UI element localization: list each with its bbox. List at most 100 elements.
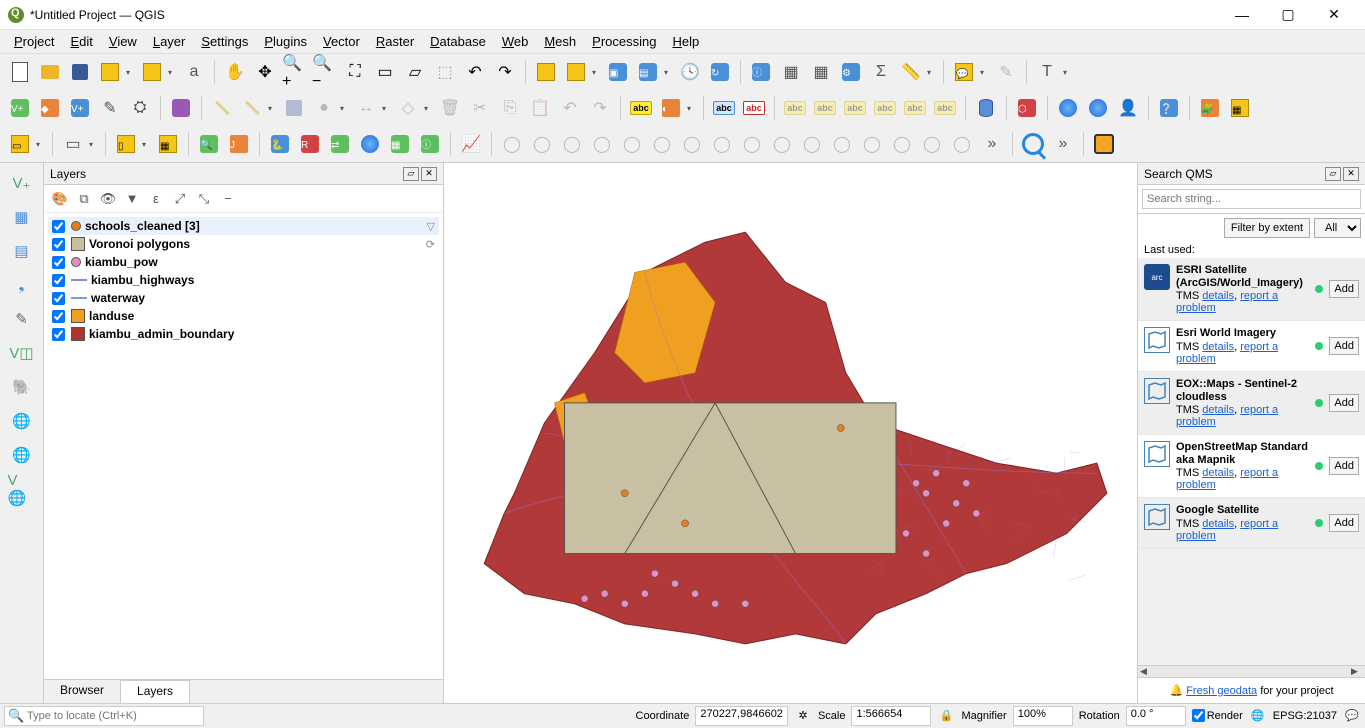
qms-filter-type-select[interactable]: All	[1314, 218, 1361, 238]
menu-web[interactable]: Web	[494, 32, 537, 51]
select-rect[interactable]: ▭	[6, 130, 34, 158]
style-manager[interactable]: a	[180, 58, 208, 86]
select-all[interactable]: ▦	[154, 130, 182, 158]
map-canvas[interactable]	[444, 163, 1137, 703]
big-search[interactable]	[1019, 130, 1047, 158]
layers-tb-expression[interactable]: ε	[146, 189, 166, 209]
add-wms[interactable]: 🌐	[8, 407, 36, 435]
layer-visibility-checkbox[interactable]	[52, 238, 65, 251]
zoom-last[interactable]: ↶	[461, 58, 489, 86]
menu-vector[interactable]: Vector	[315, 32, 368, 51]
temporal[interactable]: 🕓	[676, 58, 704, 86]
layer-visibility-checkbox[interactable]	[52, 220, 65, 233]
show-bookmarks[interactable]: ▤	[634, 58, 662, 86]
zoom-next[interactable]: ↷	[491, 58, 519, 86]
tab-layers[interactable]: Layers	[121, 680, 190, 703]
measure[interactable]: 📏	[897, 58, 925, 86]
qms-details-link[interactable]: details	[1202, 341, 1234, 353]
layer-visibility-checkbox[interactable]	[52, 310, 65, 323]
new-shapefile[interactable]: ◆	[36, 94, 64, 122]
zoom-out[interactable]: 🔍−	[311, 58, 339, 86]
layers-tb-remove[interactable]: −	[218, 189, 238, 209]
layer-row[interactable]: Voronoi polygons⟳	[48, 235, 439, 253]
layers-tb-styling[interactable]: 🎨	[50, 189, 70, 209]
pan-to-selection[interactable]: ✥	[251, 58, 279, 86]
minimize-button[interactable]: —	[1219, 0, 1265, 30]
render-checkbox[interactable]	[1192, 709, 1205, 722]
layer-visibility-checkbox[interactable]	[52, 274, 65, 287]
add-raster[interactable]: ▦	[8, 203, 36, 231]
qms-details-link[interactable]: details	[1202, 404, 1234, 416]
maximize-button[interactable]: ▢	[1265, 0, 1311, 30]
qms-scroll-right[interactable]: ▶	[1351, 666, 1363, 677]
toggle-extents-button[interactable]: ✲	[794, 707, 812, 725]
menu-layer[interactable]: Layer	[145, 32, 194, 51]
osm-tool[interactable]: 👤	[1114, 94, 1142, 122]
layers-panel-close-button[interactable]: ✕	[421, 167, 437, 181]
label-show-abc[interactable]: abc	[710, 94, 738, 122]
python-console[interactable]: 🐍	[266, 130, 294, 158]
qms-search-input[interactable]	[1142, 189, 1361, 209]
locator-input[interactable]	[4, 706, 204, 726]
new-print-layout[interactable]	[96, 58, 124, 86]
crs-tool[interactable]	[167, 94, 195, 122]
qms-result-item[interactable]: Esri World ImageryTMS details, report a …	[1138, 321, 1365, 371]
show-layouts[interactable]	[138, 58, 166, 86]
menu-plugins[interactable]: Plugins	[256, 32, 315, 51]
qms-filter-extent-button[interactable]: Filter by extent	[1224, 218, 1310, 238]
qms-add-button[interactable]: Add	[1329, 514, 1359, 532]
add-virtual[interactable]: V◫	[8, 339, 36, 367]
refresh[interactable]: ↻	[706, 58, 734, 86]
help[interactable]: ❔	[1155, 94, 1183, 122]
qms-add-button[interactable]: Add	[1329, 280, 1359, 298]
qms-scroll-left[interactable]: ◀	[1140, 666, 1152, 677]
db-manager[interactable]	[972, 94, 1000, 122]
metasearch[interactable]	[1054, 94, 1082, 122]
info-tool[interactable]: ⓘ	[416, 130, 444, 158]
rotation-value[interactable]: 0.0 °	[1126, 706, 1186, 726]
qms-add-button[interactable]: Add	[1329, 394, 1359, 412]
add-wfs[interactable]: V🌐	[8, 475, 36, 503]
menu-settings[interactable]: Settings	[193, 32, 256, 51]
layers-tb-filter[interactable]: ▼	[122, 189, 142, 209]
new-virtual[interactable]: V+	[66, 94, 94, 122]
layer-row[interactable]: landuse	[48, 307, 439, 325]
shape-digitize[interactable]: ⬡	[1013, 94, 1041, 122]
add-mesh[interactable]: ▤	[8, 237, 36, 265]
new-map-view[interactable]	[532, 58, 560, 86]
new-bookmark[interactable]: ▣	[604, 58, 632, 86]
pan[interactable]: ✋	[221, 58, 249, 86]
layer-visibility-checkbox[interactable]	[52, 292, 65, 305]
render-toggle[interactable]: Render	[1192, 709, 1243, 722]
crs-button[interactable]: 🌐	[1249, 707, 1267, 725]
qms-details-link[interactable]: details	[1202, 518, 1234, 530]
zoom-full[interactable]: ⛶	[341, 58, 369, 86]
identify[interactable]: ⓘ	[747, 58, 775, 86]
layer-row[interactable]: kiambu_admin_boundary	[48, 325, 439, 343]
add-postgis[interactable]: 🐘	[8, 373, 36, 401]
overflow-a[interactable]: »	[978, 130, 1006, 158]
qms-details-link[interactable]: details	[1202, 290, 1234, 302]
menu-mesh[interactable]: Mesh	[536, 32, 584, 51]
label-diagram[interactable]: ◐	[657, 94, 685, 122]
open-project[interactable]	[36, 58, 64, 86]
label-highlight-abc[interactable]: abc	[740, 94, 768, 122]
magnifier-value[interactable]: 100%	[1013, 706, 1073, 726]
zoom-layer[interactable]: ▱	[401, 58, 429, 86]
menu-edit[interactable]: Edit	[62, 32, 100, 51]
add-csv[interactable]: ❟	[8, 271, 36, 299]
json-tool[interactable]: J	[225, 130, 253, 158]
qms-panel-close-button[interactable]: ✕	[1343, 167, 1359, 181]
layers-tb-visibility[interactable]: 👁	[98, 189, 118, 209]
preferences[interactable]: ⚙	[837, 58, 865, 86]
osm-download[interactable]	[1090, 130, 1118, 158]
add-vector[interactable]: V₊	[8, 169, 36, 197]
save-project[interactable]	[66, 58, 94, 86]
text-annotation[interactable]: T	[1033, 58, 1061, 86]
qms-horizontal-scrollbar[interactable]: ◀ ▶	[1138, 665, 1365, 677]
qms-panel-undock-button[interactable]: ▱	[1325, 167, 1341, 181]
qms-fresh-geodata-link[interactable]: Fresh geodata	[1186, 685, 1257, 697]
globe-view[interactable]	[356, 130, 384, 158]
add-wcs[interactable]: 🌐	[8, 441, 36, 469]
layers-tb-expand[interactable]: ⤢	[170, 189, 190, 209]
